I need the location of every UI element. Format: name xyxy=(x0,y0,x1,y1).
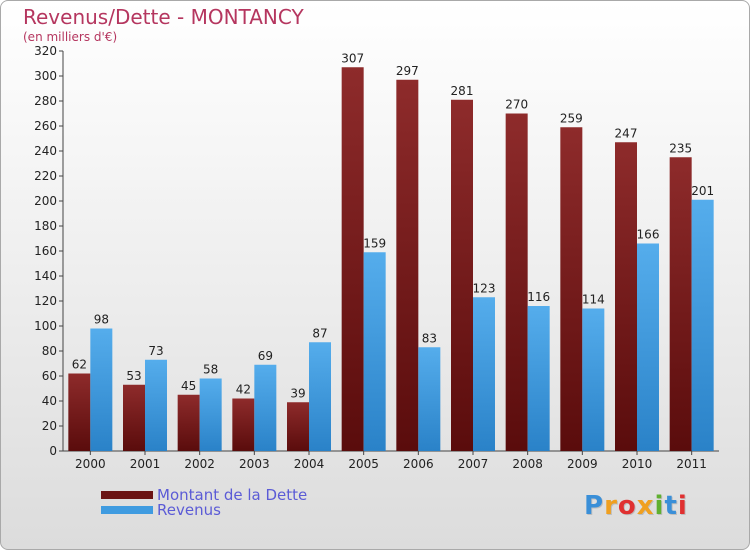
chart-subtitle: (en milliers d'€) xyxy=(23,30,118,44)
legend-item-dette: Montant de la Dette xyxy=(101,486,308,504)
y-tick-label: 160 xyxy=(34,244,57,258)
x-tick-label: 2000 xyxy=(75,457,106,471)
y-tick-label: 60 xyxy=(42,369,57,383)
y-tick-label: 260 xyxy=(34,119,57,133)
dette-value-label: 247 xyxy=(615,126,638,140)
legend-swatch-revenus xyxy=(101,506,153,514)
dette-value-label: 62 xyxy=(72,358,87,372)
y-tick-label: 80 xyxy=(42,344,57,358)
logo-letter: r xyxy=(604,491,618,521)
revenus-bar xyxy=(691,199,714,451)
dette-bar xyxy=(451,99,473,451)
dette-bar xyxy=(505,113,528,451)
dette-value-label: 53 xyxy=(126,369,141,383)
dette-bar xyxy=(123,384,145,451)
revenus-value-label: 201 xyxy=(691,184,714,198)
revenus-value-label: 114 xyxy=(582,293,605,307)
legend-label-revenus: Revenus xyxy=(157,501,221,519)
dette-bar xyxy=(68,373,91,451)
revenus-value-label: 98 xyxy=(94,313,109,327)
revenus-value-label: 83 xyxy=(422,331,437,345)
dette-value-label: 270 xyxy=(505,98,528,112)
y-tick-label: 280 xyxy=(34,94,57,108)
x-tick-label: 2004 xyxy=(294,457,325,471)
y-tick-label: 0 xyxy=(49,444,57,458)
legend-item-revenus: Revenus xyxy=(101,501,221,519)
dette-value-label: 259 xyxy=(560,111,583,125)
revenus-bar xyxy=(418,347,441,451)
revenus-bar xyxy=(527,306,550,451)
logo-letter: t xyxy=(664,491,678,521)
y-tick-label: 300 xyxy=(34,69,57,83)
logo-letter: P xyxy=(584,491,605,521)
dette-bar xyxy=(560,127,583,451)
revenus-value-label: 123 xyxy=(473,281,496,295)
revenus-value-label: 69 xyxy=(258,349,273,363)
revenus-value-label: 166 xyxy=(637,228,660,242)
dette-value-label: 307 xyxy=(341,51,364,65)
revenus-value-label: 73 xyxy=(148,344,163,358)
revenus-bar xyxy=(473,297,495,451)
chart-title: Revenus/Dette - MONTANCY xyxy=(23,5,304,29)
dette-value-label: 281 xyxy=(451,84,474,98)
y-tick-label: 200 xyxy=(34,194,57,208)
revenus-value-label: 58 xyxy=(203,363,218,377)
logo-letter: x xyxy=(636,491,655,521)
dette-value-label: 42 xyxy=(236,383,251,397)
dette-bar xyxy=(177,394,200,451)
y-tick-label: 180 xyxy=(34,219,57,233)
y-tick-label: 220 xyxy=(34,169,57,183)
x-tick-label: 2001 xyxy=(130,457,161,471)
y-tick-label: 240 xyxy=(34,144,57,158)
x-tick-label: 2002 xyxy=(184,457,215,471)
revenus-value-label: 159 xyxy=(363,236,386,250)
y-tick-label: 40 xyxy=(42,394,57,408)
revenus-bar xyxy=(145,359,167,451)
x-tick-label: 2009 xyxy=(567,457,598,471)
proxiti-logo: Proxiti xyxy=(584,491,688,521)
y-tick-label: 320 xyxy=(34,44,57,58)
dette-bar xyxy=(396,79,419,451)
logo-letter: i xyxy=(677,491,688,521)
revenus-bar xyxy=(363,252,386,451)
y-tick-label: 120 xyxy=(34,294,57,308)
legend-swatch-dette xyxy=(101,491,153,499)
revenus-bar xyxy=(309,342,331,451)
revenus-bar xyxy=(637,243,659,451)
logo-letter: o xyxy=(617,491,637,521)
revenus-bar xyxy=(90,328,113,451)
x-tick-label: 2003 xyxy=(239,457,270,471)
y-tick-label: 20 xyxy=(42,419,57,433)
x-tick-label: 2006 xyxy=(403,457,434,471)
x-tick-label: 2008 xyxy=(512,457,543,471)
dette-bar xyxy=(287,402,309,451)
revenus-bar xyxy=(199,378,222,451)
y-tick-label: 100 xyxy=(34,319,57,333)
revenus-bar xyxy=(254,364,277,451)
logo-letter: i xyxy=(654,491,665,521)
dette-value-label: 45 xyxy=(181,379,196,393)
revenus-bar xyxy=(582,308,605,451)
dette-bar xyxy=(615,142,637,451)
dette-bar xyxy=(669,157,692,451)
x-tick-label: 2005 xyxy=(348,457,379,471)
dette-value-label: 235 xyxy=(669,141,692,155)
dette-value-label: 297 xyxy=(396,64,419,78)
legend-label-dette: Montant de la Dette xyxy=(157,486,308,504)
dette-value-label: 39 xyxy=(290,386,305,400)
x-tick-label: 2010 xyxy=(622,457,653,471)
y-tick-label: 140 xyxy=(34,269,57,283)
revenus-value-label: 116 xyxy=(527,290,550,304)
x-tick-label: 2007 xyxy=(458,457,489,471)
dette-bar xyxy=(341,67,364,451)
revenus-value-label: 87 xyxy=(312,326,327,340)
x-tick-label: 2011 xyxy=(676,457,707,471)
dette-bar xyxy=(232,398,255,451)
